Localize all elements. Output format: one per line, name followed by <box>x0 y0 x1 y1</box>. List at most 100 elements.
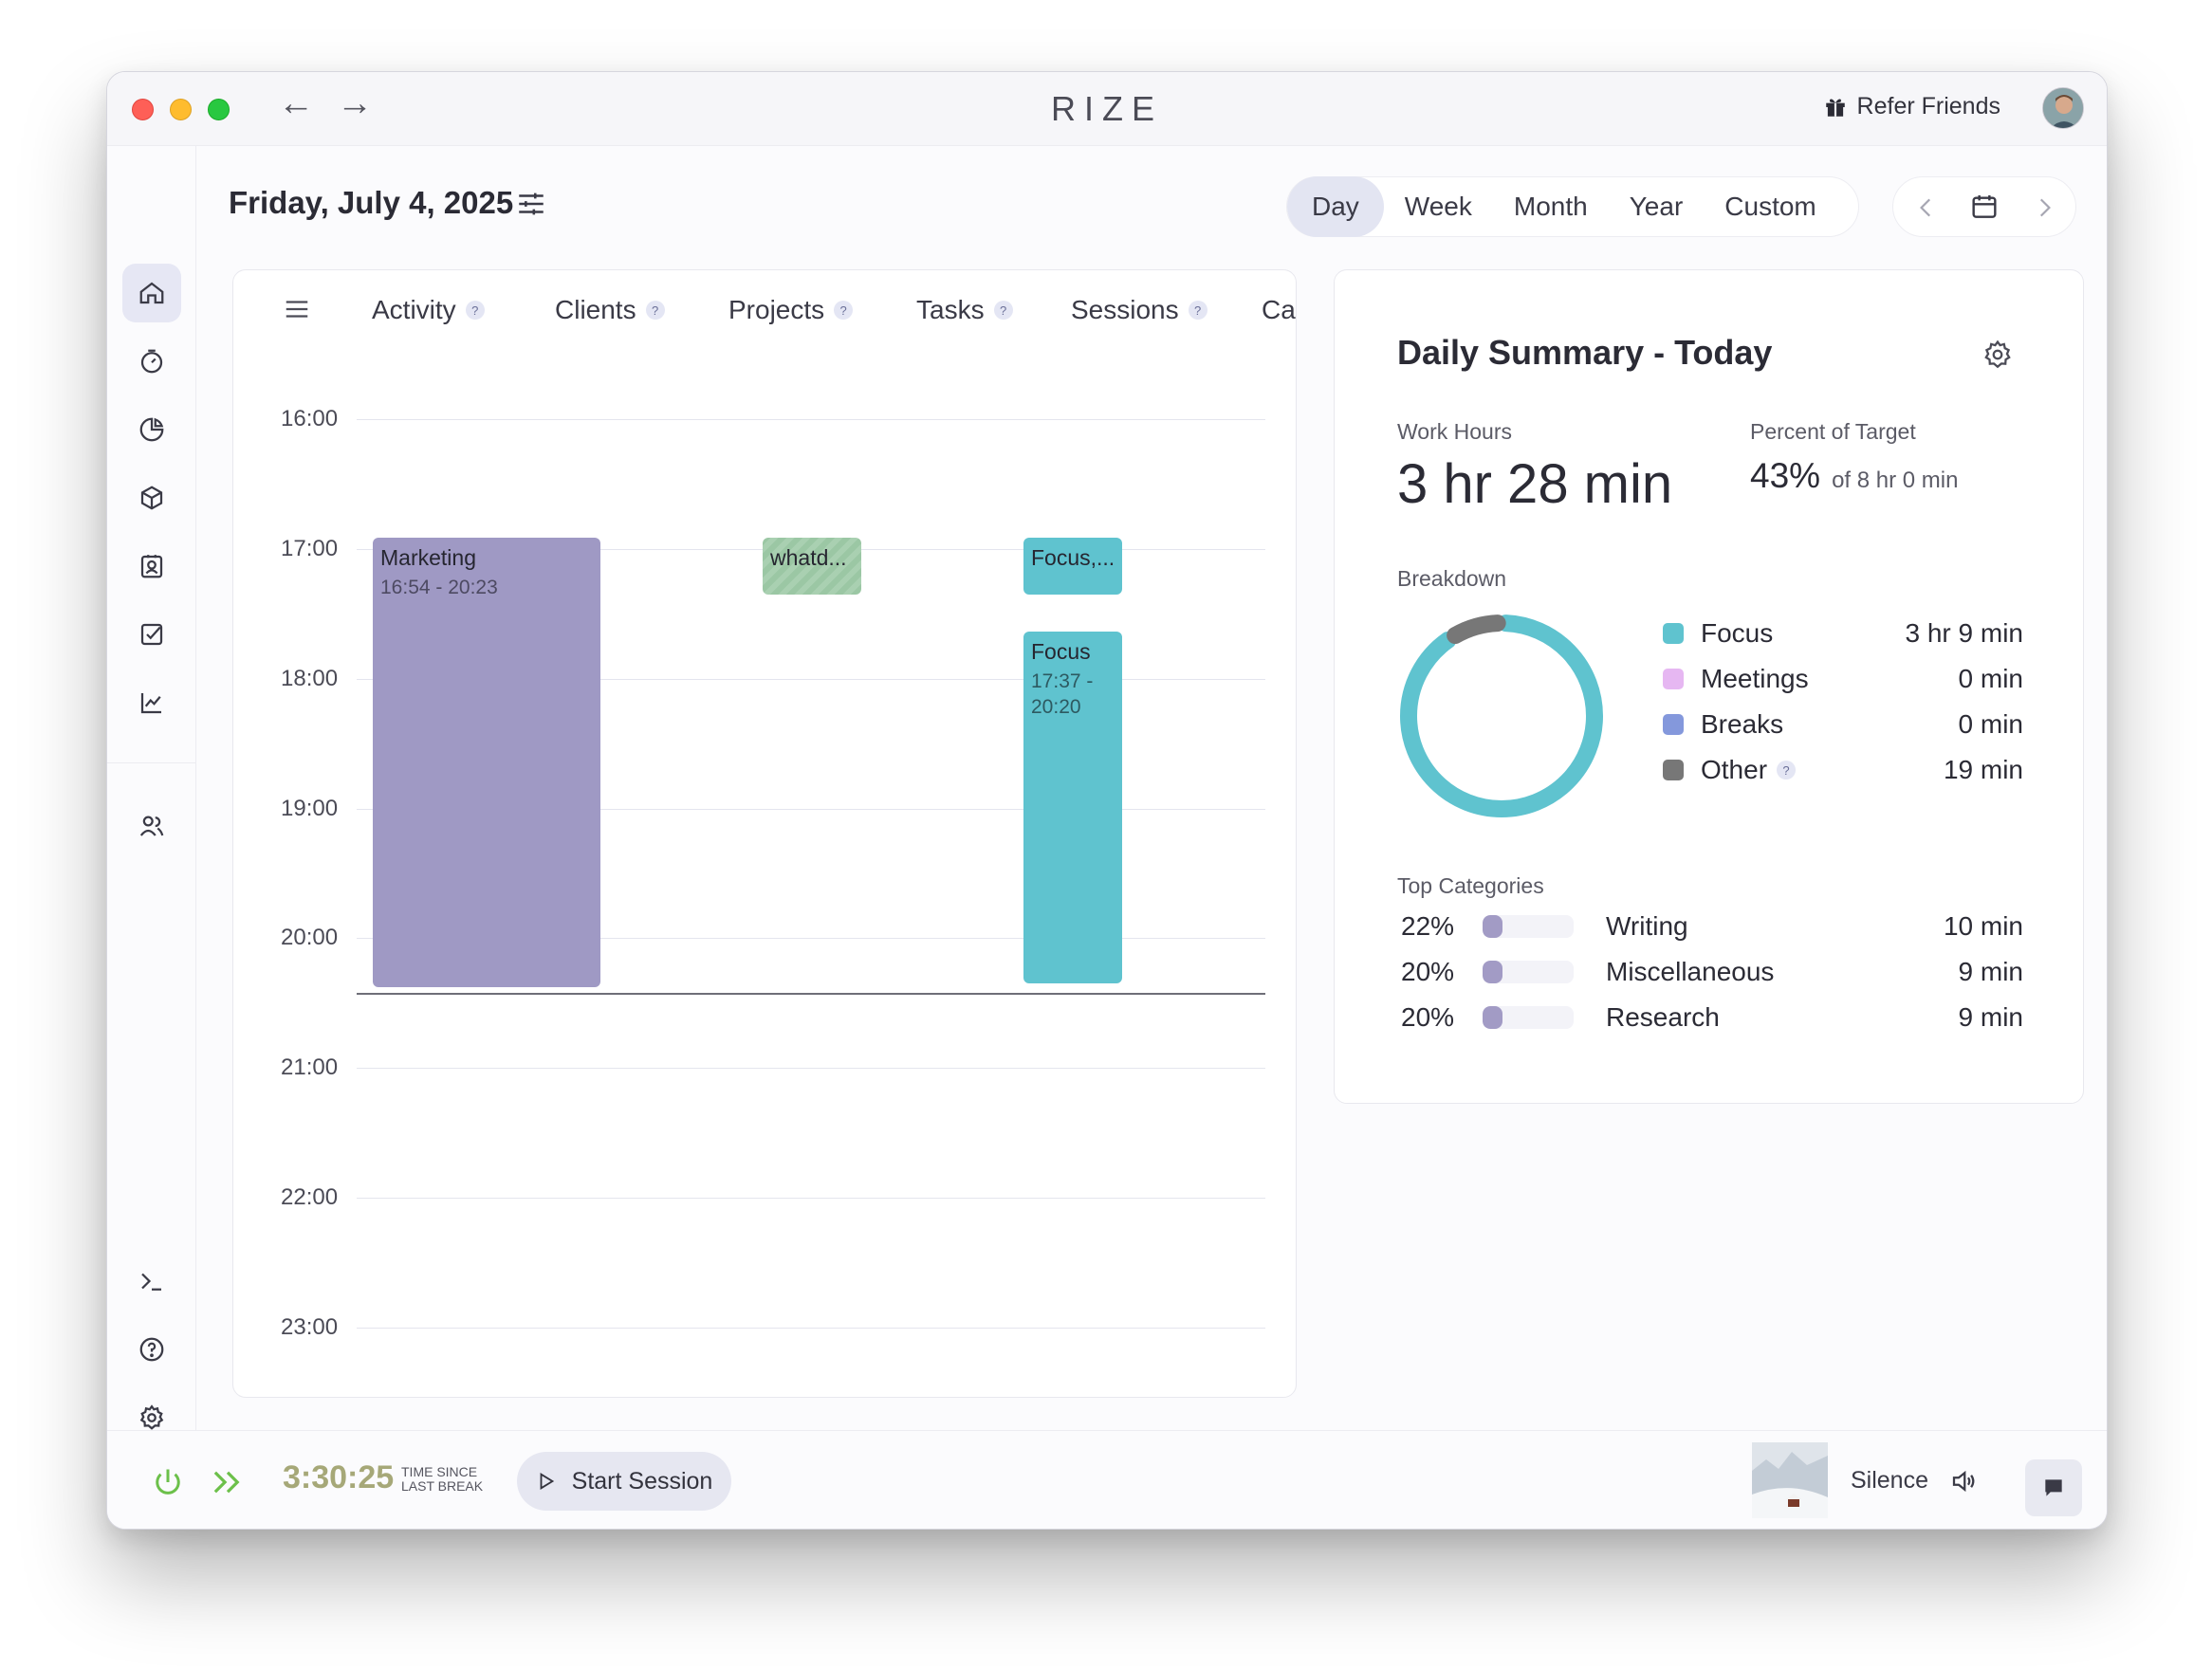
view-tabs: Activity ? Clients ? Projects ? Tasks ? … <box>233 270 1296 346</box>
minimize-window-button[interactable] <box>170 99 192 120</box>
summary-title: Daily Summary - Today <box>1397 333 1773 372</box>
power-icon[interactable] <box>151 1465 185 1499</box>
chat-support-button[interactable] <box>2025 1459 2082 1516</box>
event-block[interactable]: Focus 17:37 - 20:20 <box>1023 632 1122 983</box>
range-day-tab[interactable]: Day <box>1287 176 1384 237</box>
timer-caption-line-1: TIME SINCE <box>401 1464 478 1479</box>
speaker-icon[interactable] <box>1947 1467 1980 1495</box>
category-name: Miscellaneous <box>1606 957 1775 986</box>
timer-icon[interactable] <box>122 332 181 391</box>
other-help-icon[interactable]: ? <box>1777 761 1797 779</box>
users-icon[interactable] <box>122 797 181 855</box>
hour-label: 18:00 <box>281 666 339 691</box>
tab-activity[interactable]: Activity ? <box>372 295 485 325</box>
category-bar-fill <box>1483 961 1503 983</box>
sidebar-divider <box>107 762 195 763</box>
event-block[interactable]: Marketing 16:54 - 20:23 <box>373 538 600 987</box>
legend-name: Other <box>1701 755 1768 784</box>
hour-gridline <box>357 1198 1265 1199</box>
event-block[interactable]: Focus,... <box>1023 538 1122 595</box>
category-row: 20% Research 9 min <box>1401 999 2023 1036</box>
zoom-window-button[interactable] <box>208 99 230 120</box>
filter-sliders-icon[interactable] <box>515 188 547 225</box>
legend-value: 3 hr 9 min <box>1905 618 2024 648</box>
settings-gear-icon[interactable] <box>122 1388 181 1447</box>
task-checkbox-icon[interactable] <box>122 605 181 664</box>
tab-clients-label: Clients <box>555 295 636 324</box>
pie-chart-icon[interactable] <box>122 400 181 459</box>
sidebar <box>107 146 196 1500</box>
terminal-icon[interactable] <box>122 1252 181 1311</box>
menu-icon[interactable] <box>283 295 311 323</box>
calendar-icon[interactable] <box>1969 192 2000 222</box>
category-percent: 20% <box>1401 1002 1455 1032</box>
breakdown-donut-chart <box>1400 614 1603 817</box>
category-name: Writing <box>1606 911 1688 941</box>
category-value: 10 min <box>1943 911 2023 941</box>
hour-gridline <box>357 809 1265 810</box>
box-icon[interactable] <box>122 468 181 527</box>
target-of-text: of 8 hr 0 min <box>1832 468 1959 493</box>
event-title: Marketing <box>380 545 476 570</box>
event-time: 17:37 - 20:20 <box>1031 670 1094 719</box>
tab-clients-help-icon[interactable]: ? <box>645 301 665 320</box>
title-bar: ← → RIZE Refer Friends <box>107 72 2107 146</box>
refer-friends-label: Refer Friends <box>1856 93 2000 119</box>
tab-sessions-label: Sessions <box>1071 295 1179 324</box>
category-percent: 20% <box>1401 957 1455 986</box>
range-year-tab[interactable]: Year <box>1629 192 1684 221</box>
hour-gridline <box>357 938 1265 939</box>
tab-tasks-help-icon[interactable]: ? <box>993 301 1013 320</box>
hour-label: 17:00 <box>281 536 339 561</box>
app-window: ← → RIZE Refer Friends <box>106 71 2108 1530</box>
hour-label: 19:00 <box>281 796 339 821</box>
legend-swatch <box>1663 714 1684 735</box>
tab-sessions-help-icon[interactable]: ? <box>1188 301 1207 320</box>
play-icon <box>540 1473 554 1490</box>
forward-arrow-icon[interactable]: → <box>337 83 373 123</box>
range-selector: Day Week Month Year Custom <box>1286 176 1859 237</box>
tab-projects-label: Projects <box>728 295 825 324</box>
timeline-card: Activity ? Clients ? Projects ? Tasks ? … <box>232 269 1297 1398</box>
break-timer: 3:30:25 <box>283 1459 395 1495</box>
fast-forward-icon[interactable] <box>210 1465 246 1499</box>
tab-clients[interactable]: Clients ? <box>555 295 665 325</box>
legend-item-focus: Focus 3 hr 9 min <box>1663 614 2023 652</box>
hour-label: 22:00 <box>281 1184 339 1210</box>
category-bar <box>1483 1006 1574 1029</box>
date-navigator <box>1892 176 2076 237</box>
tab-sessions[interactable]: Sessions ? <box>1071 295 1207 325</box>
legend-value: 0 min <box>1958 709 2023 739</box>
tab-tasks[interactable]: Tasks ? <box>916 295 1013 325</box>
hour-gridline <box>357 1328 1265 1329</box>
tab-activity-help-icon[interactable]: ? <box>465 301 485 320</box>
contact-card-icon[interactable] <box>122 537 181 596</box>
help-icon[interactable] <box>122 1320 181 1379</box>
tab-projects-help-icon[interactable]: ? <box>834 301 854 320</box>
chevron-left-icon[interactable] <box>1914 194 1939 221</box>
home-icon[interactable] <box>122 264 181 322</box>
start-session-button[interactable]: Start Session <box>517 1452 731 1511</box>
legend-swatch <box>1663 760 1684 780</box>
user-avatar[interactable] <box>2042 87 2084 129</box>
range-month-tab[interactable]: Month <box>1513 192 1588 221</box>
work-hours-value: 3 hr 28 min <box>1397 453 1673 515</box>
current-time-line <box>357 993 1265 995</box>
back-arrow-icon[interactable]: ← <box>278 83 314 123</box>
tab-calendar[interactable]: Calen <box>1262 295 1296 325</box>
close-window-button[interactable] <box>132 99 154 120</box>
chevron-right-icon[interactable] <box>2032 194 2056 221</box>
summary-settings-gear-icon[interactable] <box>1982 339 2014 371</box>
top-categories-label: Top Categories <box>1397 873 1544 898</box>
range-custom-tab[interactable]: Custom <box>1724 192 1816 221</box>
refer-friends-button[interactable]: Refer Friends <box>1823 93 2000 120</box>
category-value: 9 min <box>1958 957 2023 986</box>
hour-label: 21:00 <box>281 1055 339 1080</box>
tab-projects[interactable]: Projects ? <box>728 295 854 325</box>
line-chart-icon[interactable] <box>122 673 181 732</box>
hour-gridline <box>357 679 1265 680</box>
soundscape-thumbnail[interactable] <box>1752 1442 1828 1518</box>
event-block[interactable]: whatd... <box>763 538 861 595</box>
range-week-tab[interactable]: Week <box>1404 192 1472 221</box>
timer-caption: TIME SINCE LAST BREAK <box>401 1465 483 1493</box>
